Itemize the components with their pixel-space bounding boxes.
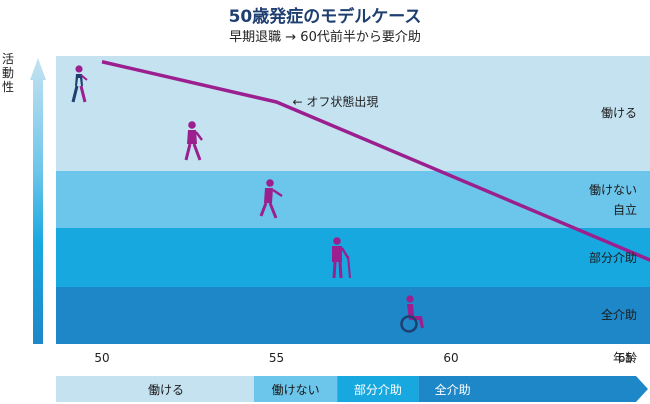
chart-title: 50歳発症のモデルケース — [228, 7, 422, 27]
bottom-bar-label: 全介助 — [435, 382, 471, 397]
bottom-status-bar: 働ける 働けない 部分介助 全介助 — [56, 376, 648, 402]
y-axis-label: 活動性 — [1, 52, 14, 94]
band-2 — [56, 228, 650, 287]
bottom-bar-label: 部分介助 — [354, 382, 402, 397]
x-axis-label: 年齢 — [613, 350, 637, 365]
band-label-working: 働ける — [601, 106, 637, 120]
band-1 — [56, 171, 650, 228]
band-label-full-care: 全介助 — [601, 307, 637, 322]
x-tick-label: 60 — [443, 351, 458, 365]
bottom-bar-segment — [56, 376, 254, 402]
activity-line — [101, 60, 650, 262]
bottom-bar-segment — [337, 376, 419, 402]
x-tick-label: 65 — [618, 351, 633, 365]
person-with-cane-icon — [332, 237, 351, 279]
slow-walking-person-icon — [184, 121, 203, 161]
bottom-bar-segment — [418, 376, 648, 402]
band-label-not-working-line2: 自立 — [613, 202, 637, 217]
band-label-not-working-line1: 働けない — [589, 183, 637, 197]
y-axis-arrow — [30, 58, 46, 344]
x-axis-ticks: 505560657075 — [94, 351, 633, 365]
band-label-partial-care: 部分介助 — [589, 250, 637, 265]
wheelchair-icon — [400, 295, 424, 333]
x-tick-label: 55 — [269, 351, 284, 365]
walking-person-icon — [71, 65, 88, 103]
bottom-bar-segment — [253, 376, 338, 402]
bottom-bar-label: 働けない — [272, 383, 320, 397]
bottom-bar-label: 働ける — [148, 383, 184, 397]
activity-bands — [56, 56, 650, 344]
off-state-annotation: ← オフ状態出現 — [293, 94, 379, 109]
x-tick-label: 50 — [94, 351, 109, 365]
stumbling-person-icon — [259, 179, 283, 219]
chart-subtitle: 早期退職 → 60代前半から要介助 — [229, 30, 421, 45]
band-3 — [56, 287, 650, 344]
